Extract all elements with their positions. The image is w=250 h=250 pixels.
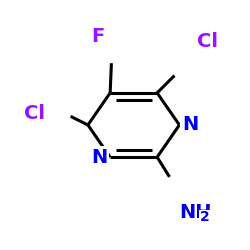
Text: Cl: Cl (197, 32, 218, 51)
Text: NH: NH (180, 203, 212, 222)
Text: F: F (91, 27, 104, 46)
Text: N: N (182, 116, 198, 134)
Text: 2: 2 (200, 210, 209, 224)
Text: Cl: Cl (24, 104, 45, 123)
Text: N: N (92, 148, 108, 167)
